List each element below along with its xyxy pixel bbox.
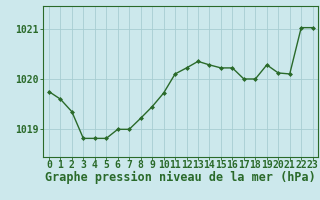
X-axis label: Graphe pression niveau de la mer (hPa): Graphe pression niveau de la mer (hPa) bbox=[45, 171, 316, 184]
